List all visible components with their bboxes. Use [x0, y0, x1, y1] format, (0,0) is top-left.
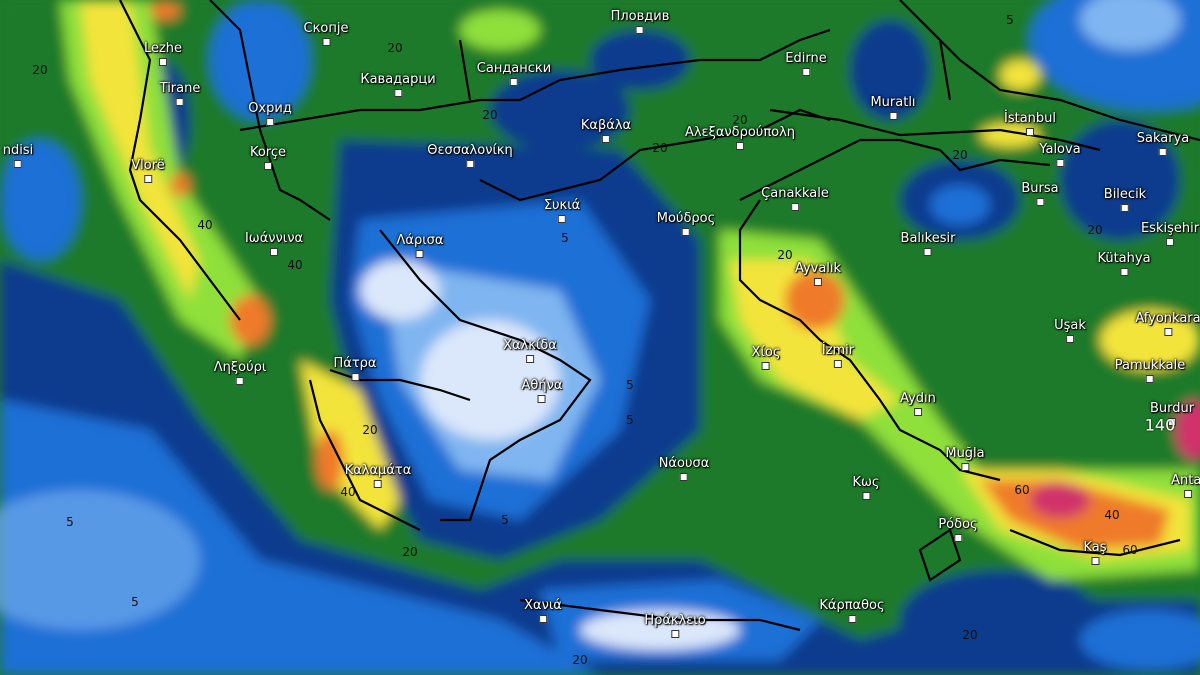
city-label: Μούδρος	[657, 212, 715, 236]
city-label: Пловдив	[611, 10, 669, 34]
city-label: Kaş	[1083, 541, 1107, 565]
city-label: Bilecik	[1104, 188, 1146, 212]
city-label: Afyonkara	[1135, 312, 1200, 336]
city-label: Antal	[1171, 474, 1200, 498]
city-label: Χίος	[752, 346, 780, 370]
city-label: Αθήνα	[522, 379, 562, 403]
city-label: Охрид	[248, 102, 292, 126]
contour-label: 5	[626, 378, 634, 392]
contour-label: 40	[287, 258, 303, 272]
city-label: İstanbul	[1004, 112, 1056, 136]
city-label: Çanakkale	[761, 187, 829, 211]
city-label: Korçe	[250, 146, 286, 170]
contour-label: 20	[32, 63, 48, 77]
contour-label: 5	[131, 595, 139, 609]
city-label: Kütahya	[1097, 252, 1151, 276]
contour-label: 20	[572, 653, 588, 667]
contour-label: 60	[1122, 543, 1138, 557]
city-label: Νάουσα	[659, 457, 709, 481]
city-label: Ρόδος	[938, 518, 978, 542]
contour-label: 20	[362, 423, 378, 437]
city-label: Bursa	[1021, 182, 1059, 206]
city-label: Ηράκλειο	[644, 614, 706, 638]
contour-label: 40	[340, 485, 356, 499]
city-label: Кавадарци	[360, 73, 436, 97]
city-label: Сандански	[477, 62, 551, 86]
contour-label: 20	[1087, 223, 1103, 237]
city-label: Burdur	[1150, 402, 1194, 426]
city-label: Χαλκίδα	[503, 339, 557, 363]
contour-label: 5	[561, 231, 569, 245]
contour-label: 5	[626, 413, 634, 427]
contour-label: 20	[652, 141, 668, 155]
city-label: Скопје	[304, 22, 349, 46]
contour-label: 40	[197, 218, 213, 232]
city-label: İzmir	[822, 344, 854, 368]
city-label: Καβάλα	[581, 119, 631, 143]
city-label: Muğla	[945, 447, 985, 471]
contour-label: 20	[402, 545, 418, 559]
contour-label: 20	[387, 41, 403, 55]
city-label: Muratlı	[870, 96, 916, 120]
contour-label: 20	[732, 113, 748, 127]
city-label: Yalova	[1039, 143, 1081, 167]
city-label: Balıkesir	[901, 232, 955, 256]
city-label: Lezhe	[144, 42, 182, 66]
city-label: Ayvalık	[795, 262, 841, 286]
contour-label: 20	[962, 628, 978, 642]
city-label: Tirane	[160, 82, 200, 106]
contour-label: 60	[1014, 483, 1030, 497]
contour-label: 20	[482, 108, 498, 122]
contour-label: 20	[777, 248, 793, 262]
city-label: ndisi	[3, 144, 33, 168]
city-label: Συκιά	[544, 199, 580, 223]
city-label: Vlorë	[131, 159, 165, 183]
city-label: Κως	[852, 476, 880, 500]
city-label: Χανιά	[524, 599, 562, 623]
city-label: Κάρπαθος	[819, 599, 885, 623]
city-label: Eskişehir	[1141, 222, 1199, 246]
contour-label: 40	[1104, 508, 1120, 522]
city-label: Αλεξανδρούπολη	[685, 126, 795, 150]
city-label: Edirne	[785, 52, 827, 76]
contour-label: 5	[1006, 13, 1014, 27]
contour-label: 20	[952, 148, 968, 162]
city-label: Ιωάννινα	[245, 232, 303, 256]
city-label: Λάρισα	[397, 234, 443, 258]
city-label: Aydın	[900, 392, 936, 416]
city-label: Καλαμάτα	[345, 464, 411, 488]
city-label: Uşak	[1054, 319, 1086, 343]
contour-label: 5	[501, 513, 509, 527]
city-label: Pamukkale	[1115, 359, 1185, 383]
contour-label: 5	[66, 515, 74, 529]
city-label: Sakarya	[1137, 132, 1189, 156]
city-label: Θεσσαλονίκη	[427, 144, 513, 168]
contour-label: 140	[1144, 415, 1176, 435]
city-label: Πάτρα	[334, 357, 377, 381]
city-label: Ληξούρι	[214, 361, 266, 385]
